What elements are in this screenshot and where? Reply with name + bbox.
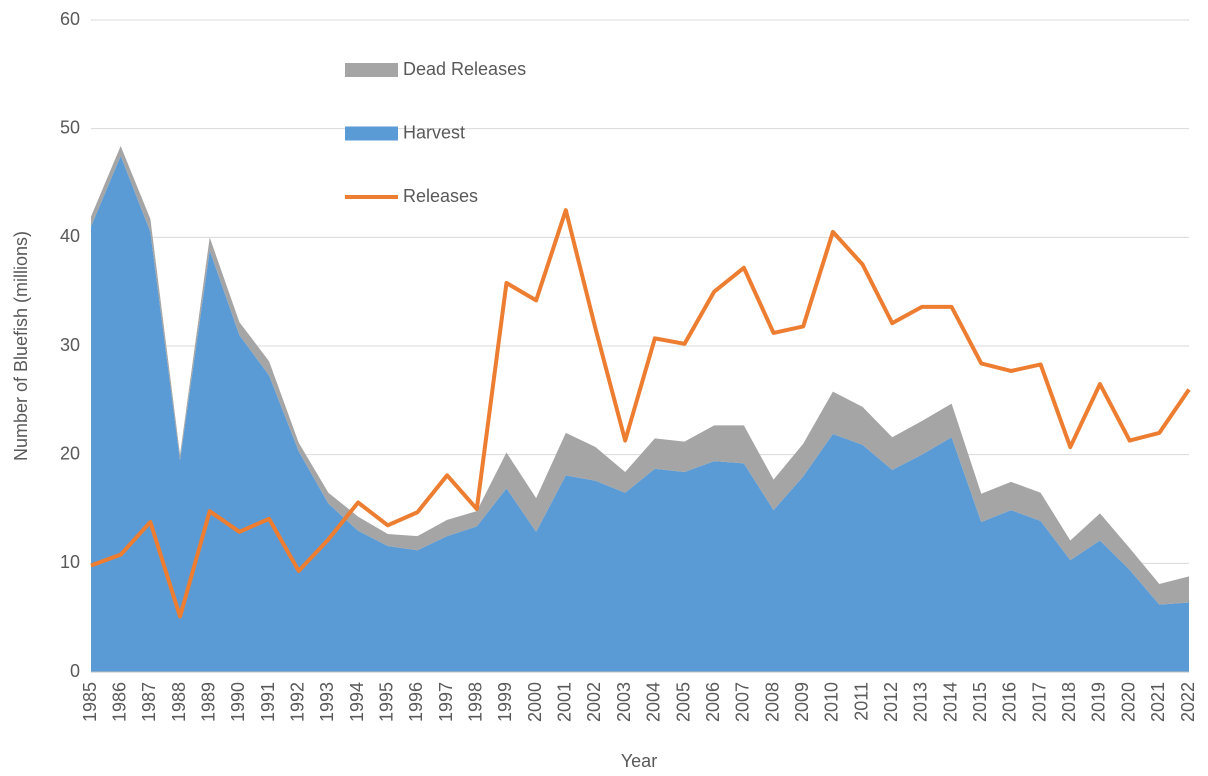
legend-label: Dead Releases [403,59,526,79]
x-tick-label: 1992 [287,682,307,722]
legend-label: Harvest [403,122,465,142]
legend-swatch [345,63,398,77]
x-tick-label: 2005 [673,682,693,722]
x-tick-label: 1997 [436,682,456,722]
x-tick-label: 2010 [822,682,842,722]
y-tick-label: 50 [60,117,80,137]
x-tick-label: 2012 [881,682,901,722]
x-tick-label: 1986 [109,682,129,722]
x-tick-label: 2008 [762,682,782,722]
x-tick-label: 1985 [80,682,100,722]
x-tick-label: 2013 [911,682,931,722]
legend-swatch [345,126,398,141]
x-tick-label: 2016 [1000,682,1020,722]
x-tick-label: 2014 [940,682,960,722]
y-tick-label: 20 [60,443,80,463]
x-tick-label: 2002 [584,682,604,722]
x-tick-label: 2019 [1089,682,1109,722]
y-tick-label: 40 [60,226,80,246]
x-tick-label: 2011 [851,682,871,721]
x-tick-label: 2018 [1059,682,1079,722]
x-tick-label: 2000 [525,682,545,722]
x-tick-label: 2022 [1178,682,1198,722]
x-tick-label: 1990 [228,682,248,722]
x-tick-label: 2004 [644,682,664,722]
y-tick-label: 60 [60,9,80,29]
y-tick-label: 30 [60,335,80,355]
x-tick-label: 2021 [1148,682,1168,722]
x-tick-label: 2017 [1029,682,1049,722]
area [91,155,1189,673]
line [90,208,1191,619]
x-tick-label: 1987 [139,682,159,722]
legend-label: Releases [403,186,478,206]
x-tick-label: 1995 [377,682,397,722]
x-tick-label: 1998 [466,682,486,722]
y-axis-title: Number of Bluefish (millions) [11,231,31,461]
x-tick-label: 2006 [703,682,723,722]
y-tick-label: 10 [60,552,80,572]
x-tick-label: 2001 [555,682,575,722]
x-tick-label: 1994 [347,682,367,722]
x-tick-label: 1989 [198,682,218,722]
x-tick-label: 2007 [733,682,753,722]
x-tick-label: 2009 [792,682,812,722]
x-tick-label: 1988 [169,682,189,722]
x-tick-label: 1999 [495,682,515,722]
x-tick-label: 1993 [317,682,337,722]
x-tick-label: 2020 [1118,682,1138,722]
y-tick-label: 0 [70,661,80,681]
x-tick-label: 2015 [970,682,990,722]
x-tick-label: 1991 [258,682,278,722]
x-axis-title: Year [621,751,657,771]
x-tick-label: 2003 [614,682,634,722]
x-tick-label: 1996 [406,682,426,722]
